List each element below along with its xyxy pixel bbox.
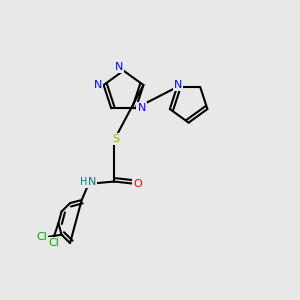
Text: H: H [80,176,88,187]
Text: N: N [94,80,102,90]
Text: Cl: Cl [48,238,59,248]
Text: N: N [115,62,123,72]
Text: N: N [174,80,182,90]
Text: N: N [88,176,96,187]
Text: Cl: Cl [36,232,47,242]
Text: N: N [137,103,146,113]
Text: O: O [133,179,142,189]
Text: S: S [112,134,119,144]
